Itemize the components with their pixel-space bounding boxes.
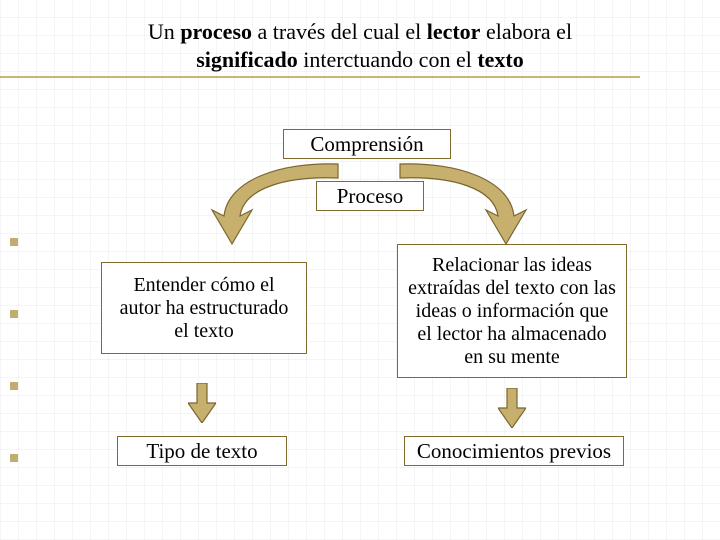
title-text-2: a través del cual el <box>252 19 427 44</box>
box-conocimientos-label: Conocimientos previos <box>417 439 611 463</box>
page-title: Un proceso a través del cual el lector e… <box>65 18 655 74</box>
bullet-dot <box>10 238 18 246</box>
title-bold-3: significado <box>196 47 303 72</box>
box-tipo-texto-label: Tipo de texto <box>146 439 257 463</box>
bullet-dot <box>10 310 18 318</box>
box-entender-label: Entender cómo el autor ha estructurado e… <box>112 274 296 343</box>
box-conocimientos: Conocimientos previos <box>404 436 624 466</box>
title-text-4: interctuando con el <box>303 47 477 72</box>
box-comprension: Comprensión <box>283 129 451 159</box>
bullet-dot <box>10 454 18 462</box>
box-relacionar: Relacionar las ideas extraídas del texto… <box>397 244 627 378</box>
title-bold-4: texto <box>477 47 523 72</box>
box-relacionar-label: Relacionar las ideas extraídas del texto… <box>408 254 616 369</box>
down-arrow-left-icon <box>188 383 216 423</box>
title-underline <box>0 76 640 78</box>
down-arrow-right-icon <box>498 388 526 428</box>
box-entender: Entender cómo el autor ha estructurado e… <box>101 262 307 354</box>
box-tipo-texto: Tipo de texto <box>117 436 287 466</box>
bullet-dot <box>10 382 18 390</box>
box-proceso: Proceso <box>316 181 424 211</box>
title-bold-1: proceso <box>180 19 252 44</box>
title-bold-2: lector <box>427 19 481 44</box>
box-proceso-label: Proceso <box>337 184 404 208</box>
title-text-1: Un <box>148 19 180 44</box>
title-text-3: elabora el <box>480 19 572 44</box>
box-comprension-label: Comprensión <box>310 132 423 156</box>
